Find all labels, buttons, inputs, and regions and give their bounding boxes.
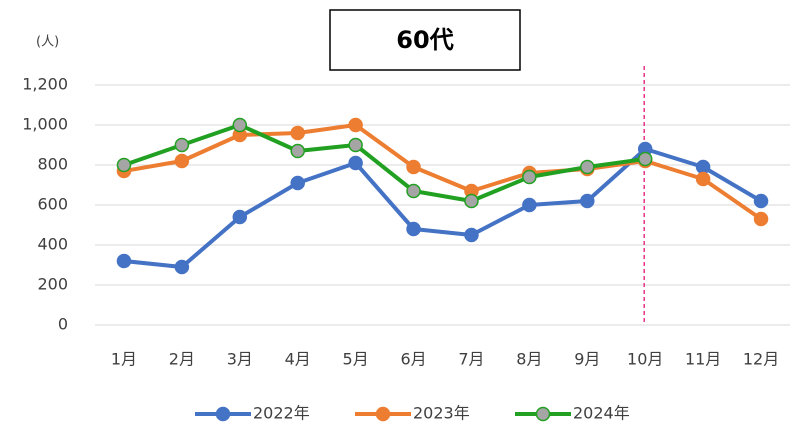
series-line [123, 123, 646, 203]
data-point [232, 117, 248, 133]
data-point [116, 253, 132, 269]
x-tick-label: 9月 [574, 350, 600, 369]
legend-label: 2023年 [413, 404, 470, 423]
data-point [464, 227, 479, 243]
x-tick-label: 7月 [458, 350, 484, 369]
legend-marker [375, 406, 391, 422]
data-point [290, 125, 305, 141]
data-point [290, 175, 305, 191]
data-point [406, 183, 421, 199]
y-tick-label: 800 [37, 155, 68, 174]
data-point [695, 171, 711, 187]
data-point [406, 221, 421, 237]
data-point [753, 211, 769, 227]
x-tick-label: 12月 [743, 350, 779, 369]
y-tick-label: 600 [37, 195, 68, 214]
x-tick-label: 8月 [516, 350, 542, 369]
y-tick-label: 1,000 [22, 115, 68, 134]
x-tick-label: 6月 [400, 350, 426, 369]
y-axis-label: (人) [36, 35, 59, 50]
data-point [522, 169, 537, 185]
x-tick-label: 4月 [285, 350, 311, 369]
data-point [348, 117, 363, 133]
data-point [695, 159, 711, 175]
data-point [174, 137, 190, 153]
legend-label: 2024年 [573, 404, 630, 423]
legend-marker [535, 406, 551, 422]
series-line [123, 123, 763, 221]
title-box [329, 9, 521, 71]
chart-title: 60代 [396, 26, 453, 54]
data-point [406, 159, 421, 175]
data-point [116, 157, 132, 173]
x-tick-label: 5月 [343, 350, 369, 369]
data-point [522, 197, 537, 213]
data-point [464, 193, 479, 209]
data-point [174, 153, 190, 169]
data-point [174, 259, 190, 275]
legend-marker [215, 406, 231, 422]
y-tick-label: 1,200 [22, 75, 68, 94]
data-point [580, 159, 595, 175]
data-point [290, 143, 305, 159]
y-tick-label: 200 [37, 275, 68, 294]
data-point [753, 193, 769, 209]
x-tick-label: 11月 [685, 350, 721, 369]
x-tick-label: 10月 [627, 350, 663, 369]
data-point [348, 155, 363, 171]
legend-label: 2022年 [253, 404, 310, 423]
data-point [637, 151, 653, 167]
x-tick-label: 2月 [169, 350, 195, 369]
x-tick-label: 3月 [227, 350, 253, 369]
y-tick-label: 0 [58, 315, 68, 334]
data-point [580, 193, 595, 209]
series-line [123, 147, 763, 269]
data-point [348, 137, 363, 153]
x-tick-label: 1月 [111, 350, 137, 369]
y-tick-label: 400 [37, 235, 68, 254]
data-point [232, 209, 248, 225]
